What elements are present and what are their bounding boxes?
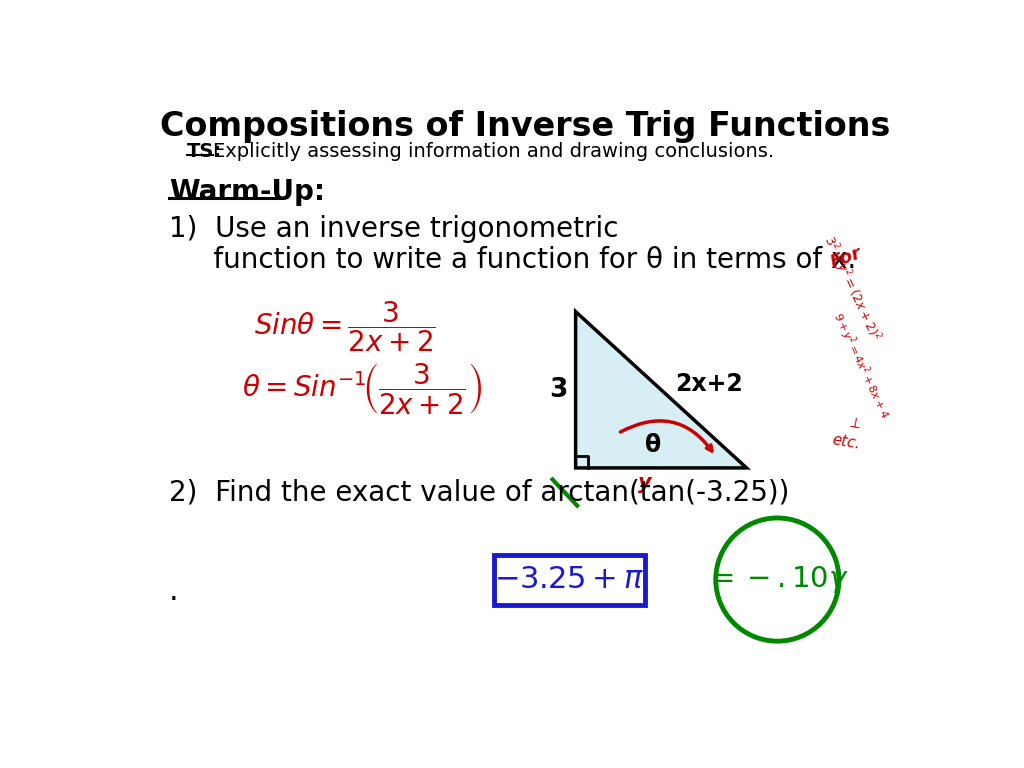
Text: 1)  Use an inverse trigonometric: 1) Use an inverse trigonometric — [169, 215, 618, 243]
Text: $\mathit{Sin\theta} = \dfrac{3}{2x+2}$: $\mathit{Sin\theta} = \dfrac{3}{2x+2}$ — [254, 300, 435, 354]
Text: etc.: etc. — [831, 432, 862, 452]
Text: function to write a function for θ in terms of x.: function to write a function for θ in te… — [169, 246, 856, 274]
Text: .: . — [169, 577, 178, 606]
Text: TS:: TS: — [186, 142, 222, 161]
Text: Warm-Up:: Warm-Up: — [169, 178, 325, 207]
Text: $- 3.25 + \pi$: $- 3.25 + \pi$ — [495, 565, 644, 594]
Text: Compositions of Inverse Trig Functions: Compositions of Inverse Trig Functions — [160, 111, 890, 144]
Text: 2)  Find the exact value of arctan(tan(-3.25)): 2) Find the exact value of arctan(tan(-3… — [169, 478, 790, 507]
Text: y: y — [638, 473, 651, 493]
Text: 2x+2: 2x+2 — [675, 372, 742, 396]
Text: $\mathit{\theta} = \mathit{Sin}^{-1}\!\left(\dfrac{3}{2x+2}\right)$: $\mathit{\theta} = \mathit{Sin}^{-1}\!\l… — [243, 361, 482, 416]
Text: 3: 3 — [550, 377, 568, 402]
Text: $= -.10\gamma$: $= -.10\gamma$ — [706, 564, 849, 595]
Text: $\perp$: $\perp$ — [846, 415, 863, 432]
Text: $9+y^2=4x^2+8x+4$: $9+y^2=4x^2+8x+4$ — [827, 310, 893, 422]
FancyBboxPatch shape — [495, 554, 644, 604]
Text: θ: θ — [644, 433, 660, 457]
Polygon shape — [575, 312, 746, 468]
Text: $3^2+y^2=(2x+2)^2$: $3^2+y^2=(2x+2)^2$ — [817, 233, 884, 344]
Text: For: For — [827, 243, 864, 272]
Text: Explicitly assessing information and drawing conclusions.: Explicitly assessing information and dra… — [213, 142, 774, 161]
